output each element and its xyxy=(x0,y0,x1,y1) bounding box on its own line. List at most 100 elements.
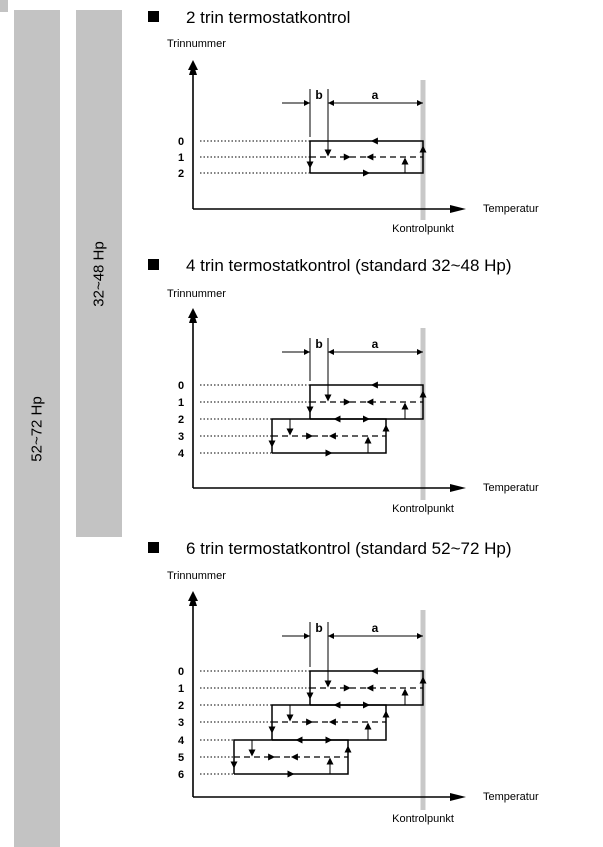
step-label: 2 xyxy=(178,700,184,712)
loop-arrow-icon xyxy=(419,390,427,398)
dim-b-label: b xyxy=(315,88,322,102)
x-axis-arrow-icon xyxy=(450,205,466,213)
loop-arrow-icon xyxy=(366,684,374,692)
step-label: 3 xyxy=(178,717,184,729)
loop-arrow-icon xyxy=(306,161,314,169)
dim-arrow-icon xyxy=(328,100,334,106)
loop-arrow-icon xyxy=(306,692,314,700)
loop-arrow-icon xyxy=(366,153,374,161)
step-label: 1 xyxy=(178,683,184,695)
dim-arrow-icon xyxy=(328,349,334,355)
dim-arrow-icon xyxy=(304,349,310,355)
y-axis-arrow-head xyxy=(189,594,197,606)
dim-a-label: a xyxy=(372,337,379,351)
step-label: 5 xyxy=(178,752,184,764)
loop-arrow-icon xyxy=(382,424,390,432)
loop-arrow-icon xyxy=(366,398,374,406)
loop-arrow-icon xyxy=(324,149,332,157)
step-label: 0 xyxy=(178,666,184,678)
y-axis-label: Trinnummer xyxy=(167,38,226,50)
loop-arrow-icon xyxy=(306,718,314,726)
loop-arrow-icon xyxy=(324,680,332,688)
step-label: 3 xyxy=(178,431,184,443)
dim-arrow-icon xyxy=(417,633,423,639)
dim-b-label: b xyxy=(315,621,322,635)
x-axis-arrow-icon xyxy=(450,793,466,801)
y-axis-label: Trinnummer xyxy=(167,288,226,300)
y-axis-arrow-head xyxy=(189,63,197,75)
dim-arrow-icon xyxy=(328,633,334,639)
capacity-bar-32-48: 32~48 Hp xyxy=(76,10,122,537)
loop-arrow-icon xyxy=(382,710,390,718)
x-axis-label: Temperatur xyxy=(483,203,539,215)
loop-arrow-icon xyxy=(295,736,303,744)
step-label: 4 xyxy=(178,735,185,747)
loop-arrow-icon xyxy=(328,432,336,440)
loop-arrow-icon xyxy=(419,145,427,153)
dim-arrow-icon xyxy=(304,100,310,106)
loop-arrow-icon xyxy=(286,428,294,436)
x-axis-arrow-icon xyxy=(450,484,466,492)
section-title: 6 trin termostatkontrol (standard 52~72 … xyxy=(186,539,512,558)
control-point-label: Kontrolpunkt xyxy=(392,223,454,235)
loop-arrow-icon xyxy=(328,718,336,726)
loop-arrow-icon xyxy=(370,667,378,675)
loop-arrow-icon xyxy=(268,726,276,734)
bullet-square-icon xyxy=(148,259,159,270)
loop-arrow-icon xyxy=(401,157,409,165)
loop-arrow-icon xyxy=(230,761,238,769)
step-label: 1 xyxy=(178,397,184,409)
x-axis-label: Temperatur xyxy=(483,791,539,803)
section-title: 4 trin termostatkontrol (standard 32~48 … xyxy=(186,256,512,275)
step-label: 4 xyxy=(178,448,185,460)
section-title: 2 trin termostatkontrol xyxy=(186,8,351,27)
dim-arrow-icon xyxy=(417,100,423,106)
loop-arrow-icon xyxy=(286,714,294,722)
dim-arrow-icon xyxy=(417,349,423,355)
loop-arrow-icon xyxy=(306,432,314,440)
loop-arrow-icon xyxy=(343,153,351,161)
loop-arrow-icon xyxy=(248,749,256,757)
loop-arrow-icon xyxy=(290,753,298,761)
step-label: 2 xyxy=(178,168,184,180)
loop-box xyxy=(271,704,387,741)
loop-arrow-icon xyxy=(401,688,409,696)
loop-arrow-icon xyxy=(287,770,295,778)
loop-arrow-icon xyxy=(370,381,378,389)
dim-a-label: a xyxy=(372,621,379,635)
loop-box xyxy=(271,418,387,454)
corner-mark xyxy=(0,0,8,12)
loop-box xyxy=(233,739,349,775)
bullet-square-icon xyxy=(148,542,159,553)
control-point-label: Kontrolpunkt xyxy=(392,503,454,515)
bullet-square-icon xyxy=(148,11,159,22)
control-point-band xyxy=(420,610,426,810)
step-label: 0 xyxy=(178,380,184,392)
loop-arrow-icon xyxy=(343,684,351,692)
step-label: 0 xyxy=(178,136,184,148)
step-label: 1 xyxy=(178,152,184,164)
control-point-label: Kontrolpunkt xyxy=(392,813,454,825)
dim-a-label: a xyxy=(372,88,379,102)
y-axis-arrow-head xyxy=(189,311,197,323)
loop-arrow-icon xyxy=(370,137,378,145)
loop-arrow-icon xyxy=(333,701,341,709)
loop-arrow-icon xyxy=(343,398,351,406)
dim-arrow-icon xyxy=(304,633,310,639)
loop-box xyxy=(309,140,424,174)
loop-arrow-icon xyxy=(333,415,341,423)
loop-arrow-icon xyxy=(363,169,370,177)
loop-arrow-icon xyxy=(324,394,332,402)
loop-arrow-icon xyxy=(364,436,372,444)
loop-arrow-icon xyxy=(325,449,333,457)
loop-arrow-icon xyxy=(344,745,352,753)
loop-arrow-icon xyxy=(419,676,427,684)
loop-arrow-icon xyxy=(401,402,409,410)
step-label: 2 xyxy=(178,414,184,426)
loop-arrow-icon xyxy=(268,440,276,448)
loop-arrow-icon xyxy=(364,722,372,730)
y-axis-label: Trinnummer xyxy=(167,570,226,582)
